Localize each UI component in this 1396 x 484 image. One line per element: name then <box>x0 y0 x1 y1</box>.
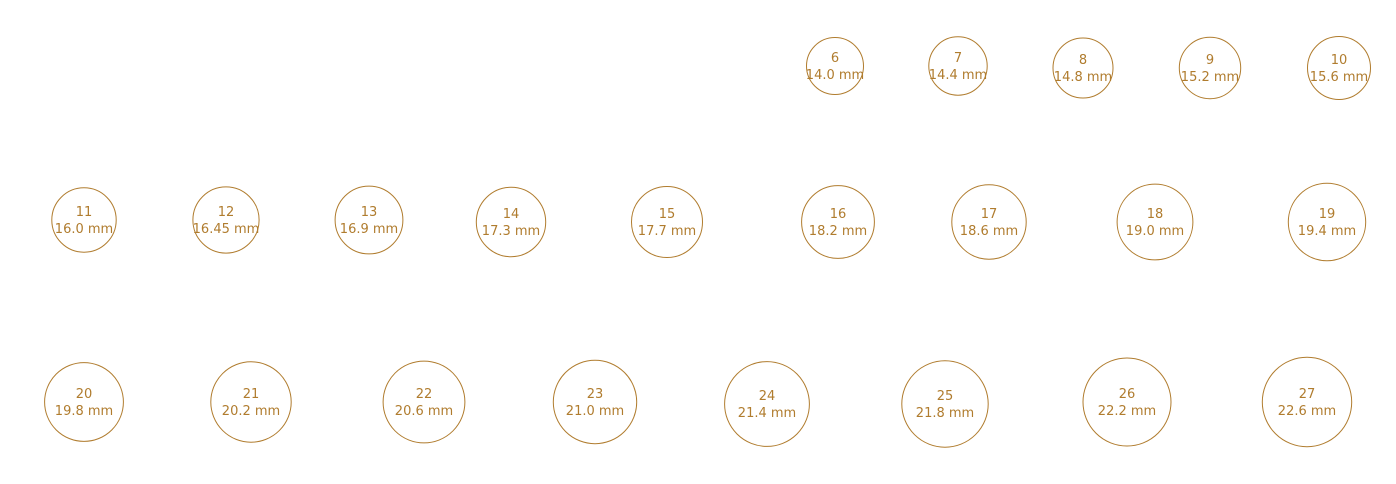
ring-size-label: 19 <box>1319 207 1336 222</box>
ring-diameter-label: 21.4 mm <box>738 406 796 421</box>
ring-size-label: 17 <box>981 207 998 222</box>
ring-diameter-label: 15.2 mm <box>1181 70 1239 85</box>
ring-diameter-label: 20.2 mm <box>222 404 280 419</box>
ring-circle <box>51 187 117 253</box>
ring-circle <box>631 186 703 258</box>
ring-size-label: 15 <box>659 207 676 222</box>
ring-diameter-label: 17.7 mm <box>638 224 696 239</box>
ring-size-17: 17 18.6 mm <box>951 184 1027 260</box>
ring-circle <box>1287 182 1367 262</box>
ring-diameter-label: 21.0 mm <box>566 404 624 419</box>
ring-circle <box>1052 37 1114 99</box>
ring-circle <box>928 36 988 96</box>
ring-circle <box>334 185 404 255</box>
ring-size-20: 20 19.8 mm <box>44 362 124 442</box>
ring-diameter-label: 16.45 mm <box>193 222 260 237</box>
ring-size-12: 12 16.45 mm <box>192 186 260 254</box>
ring-diameter-label: 22.6 mm <box>1278 404 1336 419</box>
ring-size-label: 9 <box>1206 53 1214 68</box>
ring-size-label: 24 <box>759 389 776 404</box>
ring-diameter-label: 19.4 mm <box>1298 224 1356 239</box>
ring-size-21: 21 20.2 mm <box>210 361 292 443</box>
ring-circle <box>806 37 864 95</box>
ring-size-19: 19 19.4 mm <box>1287 182 1367 262</box>
ring-size-14: 14 17.3 mm <box>475 186 547 258</box>
ring-size-label: 21 <box>243 387 260 402</box>
ring-size-label: 6 <box>831 51 839 66</box>
ring-diameter-label: 22.2 mm <box>1098 404 1156 419</box>
ring-size-label: 23 <box>587 387 604 402</box>
ring-circle <box>210 361 292 443</box>
ring-size-label: 11 <box>76 205 93 220</box>
ring-circle <box>1082 357 1172 447</box>
ring-diameter-label: 16.9 mm <box>340 222 398 237</box>
ring-diameter-label: 19.0 mm <box>1126 224 1184 239</box>
ring-size-label: 14 <box>503 207 520 222</box>
ring-circle <box>1116 183 1194 261</box>
ring-size-label: 12 <box>218 205 235 220</box>
ring-circle <box>44 362 124 442</box>
ring-diameter-label: 18.6 mm <box>960 224 1018 239</box>
ring-diameter-label: 17.3 mm <box>482 224 540 239</box>
ring-size-label: 13 <box>361 205 378 220</box>
ring-size-13: 13 16.9 mm <box>334 185 404 255</box>
ring-size-label: 7 <box>954 51 962 66</box>
ring-size-label: 16 <box>830 207 847 222</box>
ring-circle <box>192 186 260 254</box>
ring-diameter-label: 18.2 mm <box>809 224 867 239</box>
ring-circle <box>382 360 466 444</box>
ring-diameter-label: 14.4 mm <box>929 68 987 83</box>
ring-circle <box>475 186 547 258</box>
ring-diameter-label: 14.8 mm <box>1054 70 1112 85</box>
ring-size-label: 25 <box>937 389 954 404</box>
ring-size-label: 22 <box>416 387 433 402</box>
ring-size-23: 23 21.0 mm <box>552 359 638 445</box>
ring-diameter-label: 20.6 mm <box>395 404 453 419</box>
ring-size-label: 18 <box>1147 207 1164 222</box>
ring-size-15: 15 17.7 mm <box>631 186 703 258</box>
ring-size-label: 20 <box>76 387 93 402</box>
ring-size-9: 9 15.2 mm <box>1178 36 1242 100</box>
ring-size-label: 27 <box>1299 387 1316 402</box>
ring-size-7: 7 14.4 mm <box>928 36 988 96</box>
ring-circle <box>951 184 1027 260</box>
ring-size-8: 8 14.8 mm <box>1052 37 1114 99</box>
ring-circle <box>1261 356 1353 448</box>
ring-size-18: 18 19.0 mm <box>1116 183 1194 261</box>
ring-circle <box>801 185 875 259</box>
ring-diameter-label: 21.8 mm <box>916 406 974 421</box>
ring-diameter-label: 15.6 mm <box>1310 70 1368 85</box>
ring-size-25: 25 21.8 mm <box>901 360 989 448</box>
ring-size-27: 27 22.6 mm <box>1261 356 1353 448</box>
ring-circle <box>1178 36 1242 100</box>
ring-size-label: 8 <box>1079 53 1087 68</box>
ring-size-label: 10 <box>1331 53 1348 68</box>
ring-diameter-label: 14.0 mm <box>806 68 864 83</box>
ring-size-11: 11 16.0 mm <box>51 187 117 253</box>
ring-diameter-label: 19.8 mm <box>55 404 113 419</box>
ring-size-6: 6 14.0 mm <box>806 37 864 95</box>
ring-size-22: 22 20.6 mm <box>382 360 466 444</box>
ring-size-16: 16 18.2 mm <box>801 185 875 259</box>
ring-size-label: 26 <box>1119 387 1136 402</box>
ring-circle <box>1307 36 1371 100</box>
ring-circle <box>552 359 638 445</box>
ring-size-26: 26 22.2 mm <box>1082 357 1172 447</box>
ring-circle <box>901 360 989 448</box>
ring-size-24: 24 21.4 mm <box>724 361 810 447</box>
ring-circle <box>724 361 810 447</box>
ring-size-10: 10 15.6 mm <box>1307 36 1371 100</box>
ring-diameter-label: 16.0 mm <box>55 222 113 237</box>
